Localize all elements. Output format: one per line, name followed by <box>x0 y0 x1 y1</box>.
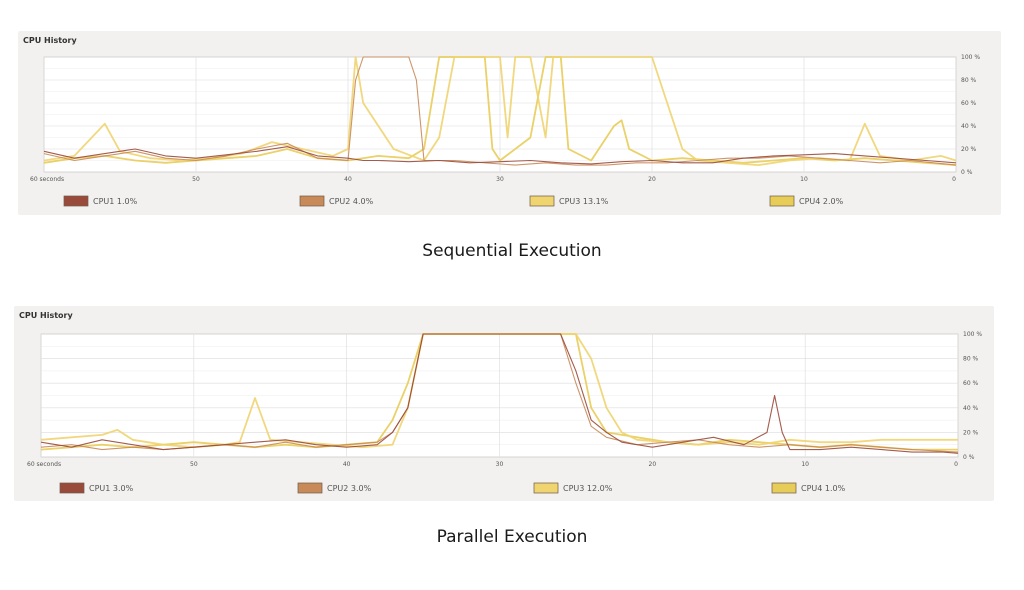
legend-label-cpu2: CPU2 4.0% <box>329 197 374 206</box>
x-tick-label: 10 <box>800 176 808 183</box>
legend-swatch-cpu2 <box>297 482 323 494</box>
y-tick-label: 0 % <box>963 454 975 461</box>
y-tick-label: 80 % <box>963 356 979 363</box>
series-line-cpu1 <box>43 146 957 165</box>
x-tick-label: 50 <box>190 461 198 468</box>
legend-label-cpu1: CPU1 1.0% <box>93 197 138 206</box>
y-tick-label: 40 % <box>961 123 977 130</box>
legend-label-cpu3: CPU3 12.0% <box>563 484 613 493</box>
panel-title: CPU History <box>19 311 73 320</box>
y-tick-label: 60 % <box>961 100 977 107</box>
cpu-history-chart-parallel: 100 % 80 % 60 % 40 % 20 % 0 % 60 seconds 50 40 30… <box>27 331 982 494</box>
legend-label-cpu4: CPU4 1.0% <box>801 484 846 493</box>
x-tick-label: 20 <box>648 176 656 183</box>
legend-label-cpu1: CPU1 3.0% <box>89 484 134 493</box>
y-tick-label: 100 % <box>963 331 982 338</box>
legend-swatch-cpu4 <box>769 195 795 207</box>
y-tick-label: 0 % <box>961 169 973 176</box>
x-tick-label: 30 <box>496 176 504 183</box>
legend-swatch-cpu4 <box>771 482 797 494</box>
cpu-history-chart-sequential: 100 % 80 % 60 % 40 % 20 % 0 % 60 seconds 50 40 30… <box>30 54 980 207</box>
x-tick-label: 50 <box>192 176 200 183</box>
x-tick-label: 60 seconds <box>27 461 61 468</box>
panel-title: CPU History <box>23 36 77 45</box>
series-line-cpu2 <box>43 56 957 166</box>
y-tick-label: 60 % <box>963 380 979 387</box>
cpu-history-panel-sequential: CPU History 100 % 80 % 60 % 40 % 20 % 0 % 60 s… <box>18 31 1001 215</box>
series-line-cpu4 <box>43 56 957 166</box>
legend-swatch-cpu3 <box>529 195 555 207</box>
x-tick-label: 40 <box>344 176 352 183</box>
y-tick-label: 100 % <box>961 54 980 61</box>
x-tick-label: 40 <box>343 461 351 468</box>
y-tick-label: 40 % <box>963 405 979 412</box>
legend-swatch-cpu1 <box>63 195 89 207</box>
cpu-history-panel-parallel: CPU History 100 % 80 % 60 % 40 % 20 % 0 % 60 s… <box>14 306 994 501</box>
x-tick-label: 0 <box>952 176 956 183</box>
caption-sequential: Sequential Execution <box>422 241 602 261</box>
caption-parallel: Parallel Execution <box>436 527 588 547</box>
x-tick-label: 30 <box>496 461 504 468</box>
legend-label-cpu3: CPU3 13.1% <box>559 197 609 206</box>
legend-label-cpu2: CPU2 3.0% <box>327 484 372 493</box>
y-tick-label: 20 % <box>963 429 979 436</box>
legend-swatch-cpu2 <box>299 195 325 207</box>
x-tick-label: 0 <box>954 461 958 468</box>
x-tick-label: 20 <box>649 461 657 468</box>
x-tick-label: 60 seconds <box>30 176 64 183</box>
series-line-cpu1 <box>40 333 959 454</box>
y-tick-label: 80 % <box>961 77 977 84</box>
legend-swatch-cpu3 <box>533 482 559 494</box>
y-tick-label: 20 % <box>961 146 977 153</box>
x-tick-label: 10 <box>801 461 809 468</box>
legend-swatch-cpu1 <box>59 482 85 494</box>
legend-label-cpu4: CPU4 2.0% <box>799 197 844 206</box>
